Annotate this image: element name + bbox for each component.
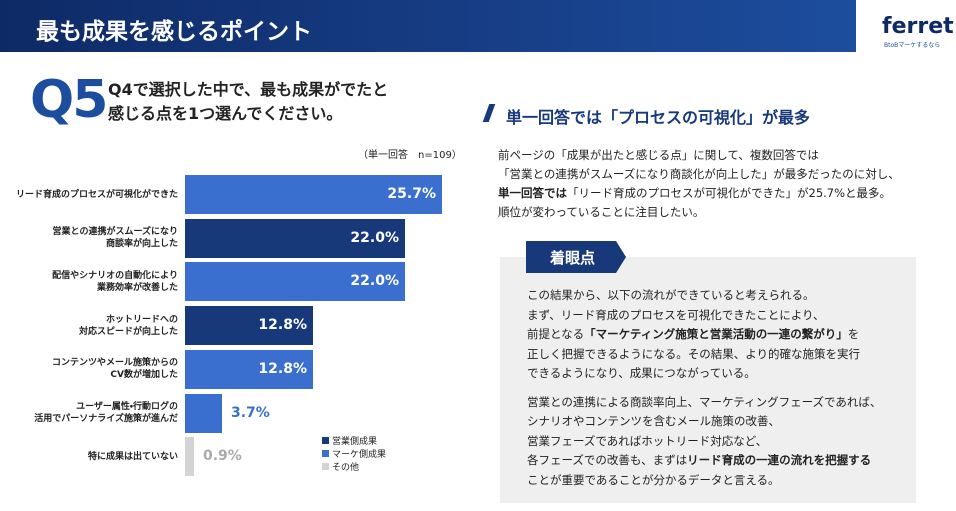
category-label: ホットリードへの 対応スピードが向上した (78, 314, 178, 337)
value-label: 12.8% (258, 360, 307, 377)
text-line: 前提となる「マーケティング施策と営業活動の一連の繋がり」を (527, 325, 881, 345)
category-label: リード育成のプロセスが可視化ができた (15, 189, 178, 200)
text: 前提となる (527, 327, 585, 341)
bar (185, 306, 313, 346)
category-label: 営業との連携がスムーズになり 商談率が向上した (52, 227, 178, 250)
value-label: 3.7% (231, 404, 270, 421)
value-label: 22.0% (350, 229, 399, 246)
logo: ferret (882, 14, 954, 39)
text: できるようになり、成果につながっている。 (527, 366, 756, 380)
bar (185, 175, 442, 214)
legend-label: マーケ側成果 (332, 450, 387, 460)
text-line: 単一回答では「リード育成のプロセスが可視化ができた」が25.7%と最多。 (498, 184, 900, 203)
summary-heading: 単一回答では「プロセスの可視化」が最多 (506, 108, 811, 127)
insight-tab (526, 241, 626, 273)
bold-text: 「マーケティング施策と営業活動の一連の繋がり」 (584, 327, 848, 341)
text-line: できるようになり、成果につながっている。 (527, 364, 881, 384)
text: 「営業との連携がスムーズになり商談化が向上した」が最多だったのに対し、 (498, 167, 900, 181)
legend-label: 営業側成果 (332, 437, 378, 447)
category-label: ユーザー属性・行動ログの 活用でパーソナライズ施策が進んだ (34, 402, 178, 424)
text-line: 営業フェーズであればホットリード対応など、 (527, 432, 881, 452)
category-label: 配信やシナリオの自動化により 業務効率が改善した (52, 270, 178, 293)
insight-text: この結果から、以下の流れができていると考えられる。 まず、リード育成のプロセスを可… (527, 286, 881, 499)
chart-note: （単一回答 n=109） (358, 150, 462, 161)
text: この結果から、以下の流れができていると考えられる。 (527, 288, 815, 302)
legend-swatch (322, 437, 329, 444)
summary-text: 前ページの「成果が出たと感じる点」に関して、複数回答では「営業との連携がスムーズ… (498, 146, 900, 222)
text: 順位が変わっていることに注目したい。 (498, 205, 705, 219)
question-number: Q5 (30, 70, 108, 130)
text-line: 順位が変わっていることに注目したい。 (498, 203, 900, 222)
insight-box (500, 257, 916, 503)
text: 前ページの「成果が出たと感じる点」に関して、複数回答では (498, 148, 819, 162)
bar (185, 393, 222, 433)
text-line: シナリオやコンテンツを含むメール施策の改善、 (527, 412, 881, 432)
header-title: 最も成果を感じるポイント (36, 19, 312, 45)
bar (185, 437, 194, 477)
text-line: 営業との連携による商談率向上、マーケティングフェーズであれば、 (527, 393, 881, 413)
text: を (847, 327, 860, 341)
legend-item: その他 (322, 460, 359, 473)
legend-item: 営業側成果 (322, 434, 377, 447)
text: 営業フェーズであればホットリード対応など、 (527, 433, 768, 448)
category-label: 特に成果は出ていない (87, 451, 178, 462)
legend-swatch (322, 450, 329, 457)
text: シナリオやコンテンツを含むメール施策の改善、 (527, 414, 780, 428)
insight-title: 着眼点 (550, 249, 596, 267)
text-line: まず、リード育成のプロセスを可視化できたことにより、 (527, 306, 881, 326)
bar (185, 262, 405, 302)
logo-subtitle: BtoBマーケするなら (884, 42, 941, 49)
legend-swatch (322, 463, 329, 470)
value-label: 25.7% (387, 186, 436, 202)
text: 「リード育成のプロセスが可視化ができた」が25.7%と最多。 (567, 186, 892, 200)
text: ことが重要であることが分かるデータと言える。 (527, 472, 780, 487)
value-label: 12.8% (258, 317, 307, 334)
paragraph: 営業との連携による商談率向上、マーケティングフェーズであれば、 シナリオやコンテン… (527, 393, 881, 491)
value-label: 22.0% (350, 273, 399, 290)
bar (185, 218, 405, 258)
text: 各フェーズでの改善も、まずは (527, 453, 688, 467)
text-line: この結果から、以下の流れができていると考えられる。 (527, 286, 881, 306)
text-line: 各フェーズでの改善も、まずはリード育成の一連の流れを把握する (527, 451, 881, 471)
text-line: ことが重要であることが分かるデータと言える。 (527, 471, 881, 491)
text: 営業との連携による商談率向上、マーケティングフェーズであれば、 (527, 394, 882, 409)
text: 正しく把握できるようになる。その結果、より的確な施策を実行 (527, 346, 861, 361)
category-label: コンテンツやメール施策からの CV数が増加した (51, 358, 178, 381)
legend-item: マーケ側成果 (322, 447, 386, 460)
question-text: Q4で選択した中で、最も成果がでたと 感じる点を1つ選んでください。 (108, 80, 389, 123)
heading-accent (482, 104, 496, 122)
legend-label: その他 (332, 463, 360, 473)
value-label: 0.9% (203, 448, 242, 465)
text-line: 前ページの「成果が出たと感じる点」に関して、複数回答では (498, 146, 900, 165)
text-line: 正しく把握できるようになる。その結果、より的確な施策を実行 (527, 345, 881, 365)
bold-text: リード育成の一連の流れを把握する (687, 453, 872, 467)
bar (185, 349, 313, 389)
paragraph: この結果から、以下の流れができていると考えられる。 まず、リード育成のプロセスを可… (527, 286, 881, 384)
text: まず、リード育成のプロセスを可視化できたことにより、 (527, 307, 825, 322)
bold-text: 単一回答では (498, 186, 567, 200)
header-bar (0, 0, 856, 52)
text-line: 「営業との連携がスムーズになり商談化が向上した」が最多だったのに対し、 (498, 165, 900, 184)
